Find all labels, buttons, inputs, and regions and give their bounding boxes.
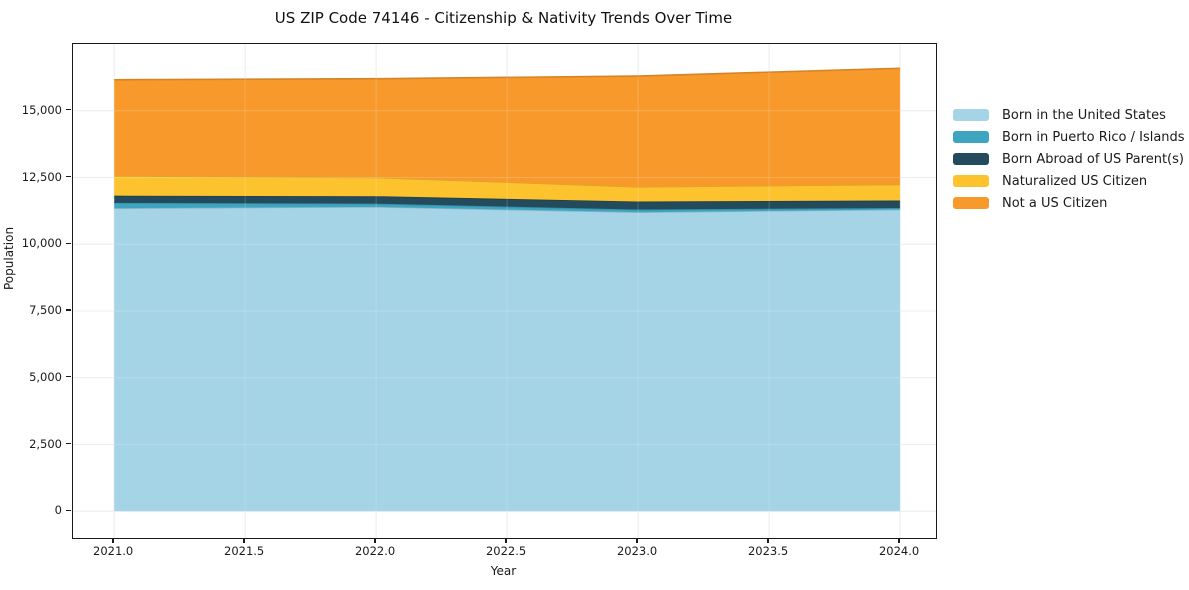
x-tick-label: 2021.0 xyxy=(93,544,134,558)
x-tick-mark xyxy=(243,538,245,543)
area-born-in-the-united-states xyxy=(114,206,901,512)
area-naturalized-us-citizen xyxy=(114,175,901,202)
x-tick-mark xyxy=(505,538,507,543)
legend-item-born-in-the-united-states: Born in the United States xyxy=(953,104,1185,126)
legend-label: Not a US Citizen xyxy=(1002,195,1108,211)
legend-label: Born Abroad of US Parent(s) xyxy=(1002,151,1184,167)
y-tick-label: 12,500 xyxy=(21,169,62,184)
x-axis-label: Year xyxy=(490,564,517,578)
chart-title: US ZIP Code 74146 - Citizenship & Nativi… xyxy=(274,9,733,27)
y-tick-label: 10,000 xyxy=(21,236,62,251)
x-tick-label: 2022.0 xyxy=(354,544,396,558)
legend: Born in the United States Born in Puerto … xyxy=(953,104,1185,214)
legend-label: Born in Puerto Rico / Islands xyxy=(1002,129,1185,145)
legend-item-naturalized-us-citizen: Naturalized US Citizen xyxy=(953,170,1185,192)
y-tick-label: 5,000 xyxy=(29,369,62,384)
y-tick-mark xyxy=(66,242,71,244)
y-tick-mark xyxy=(66,175,71,178)
legend-label: Naturalized US Citizen xyxy=(1002,173,1148,189)
legend-swatch xyxy=(953,153,989,165)
y-tick-label: 2,500 xyxy=(29,436,62,451)
legend-swatch xyxy=(953,175,989,187)
y-tick-label: 15,000 xyxy=(21,102,62,117)
legend-swatch xyxy=(953,197,989,209)
x-tick-mark xyxy=(898,538,900,543)
legend-item-not-a-us-citizen: Not a US Citizen xyxy=(953,192,1185,214)
x-tick-mark xyxy=(767,538,769,543)
stacked-area-plot xyxy=(73,44,936,538)
legend-item-born-in-puerto-rico-islands: Born in Puerto Rico / Islands xyxy=(953,126,1185,148)
x-tick-mark xyxy=(374,538,376,543)
y-tick-label: 0 xyxy=(54,503,62,518)
x-tick-label: 2021.5 xyxy=(224,544,265,558)
y-tick-mark xyxy=(66,376,71,378)
y-tick-mark xyxy=(66,509,71,511)
x-tick-mark xyxy=(636,538,638,543)
x-tick-label: 2023.0 xyxy=(616,544,658,558)
y-tick-mark xyxy=(66,309,71,311)
y-tick-mark xyxy=(66,442,71,445)
y-tick-label: 7,500 xyxy=(29,303,62,318)
legend-swatch xyxy=(953,109,989,121)
y-tick-mark xyxy=(66,109,71,111)
plot-area xyxy=(72,43,937,539)
legend-item-born-abroad-of-us-parent-s: Born Abroad of US Parent(s) xyxy=(953,148,1185,170)
area-born-abroad-of-us-parent-s xyxy=(114,195,901,210)
area-not-a-us-citizen xyxy=(114,68,901,187)
x-tick-label: 2022.5 xyxy=(485,544,527,558)
x-tick-label: 2024.0 xyxy=(878,544,920,558)
legend-swatch xyxy=(953,131,989,143)
legend-label: Born in the United States xyxy=(1002,107,1166,123)
area-edge-not-a-us-citizen xyxy=(114,67,901,81)
x-tick-label: 2023.5 xyxy=(747,544,789,558)
x-tick-mark xyxy=(112,538,114,543)
